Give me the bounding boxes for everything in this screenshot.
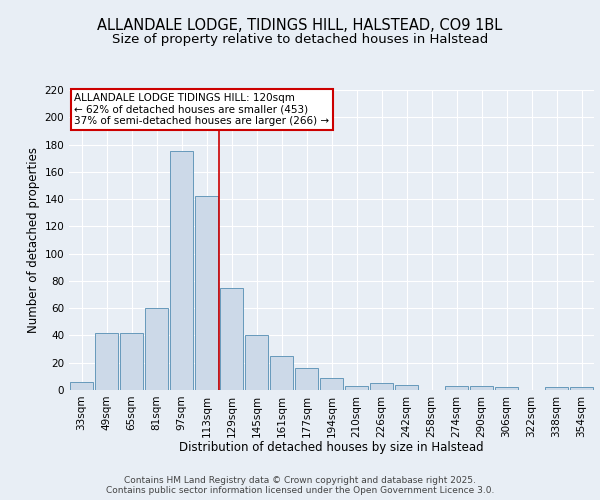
- Bar: [70, 382, 93, 390]
- Text: ALLANDALE LODGE TIDINGS HILL: 120sqm
← 62% of detached houses are smaller (453)
: ALLANDALE LODGE TIDINGS HILL: 120sqm ← 6…: [74, 93, 329, 126]
- Bar: [370, 383, 393, 390]
- Bar: [270, 356, 293, 390]
- X-axis label: Distribution of detached houses by size in Halstead: Distribution of detached houses by size …: [179, 441, 484, 454]
- Bar: [120, 332, 143, 390]
- Bar: [445, 386, 468, 390]
- Bar: [245, 336, 268, 390]
- Bar: [545, 388, 568, 390]
- Bar: [320, 378, 343, 390]
- Bar: [345, 386, 368, 390]
- Text: Contains HM Land Registry data © Crown copyright and database right 2025.
Contai: Contains HM Land Registry data © Crown c…: [106, 476, 494, 495]
- Bar: [195, 196, 218, 390]
- Bar: [220, 288, 243, 390]
- Bar: [170, 152, 193, 390]
- Bar: [95, 332, 118, 390]
- Bar: [395, 384, 418, 390]
- Bar: [495, 388, 518, 390]
- Y-axis label: Number of detached properties: Number of detached properties: [27, 147, 40, 333]
- Bar: [145, 308, 168, 390]
- Text: Size of property relative to detached houses in Halstead: Size of property relative to detached ho…: [112, 32, 488, 46]
- Text: ALLANDALE LODGE, TIDINGS HILL, HALSTEAD, CO9 1BL: ALLANDALE LODGE, TIDINGS HILL, HALSTEAD,…: [97, 18, 503, 32]
- Bar: [470, 386, 493, 390]
- Bar: [570, 388, 593, 390]
- Bar: [295, 368, 318, 390]
